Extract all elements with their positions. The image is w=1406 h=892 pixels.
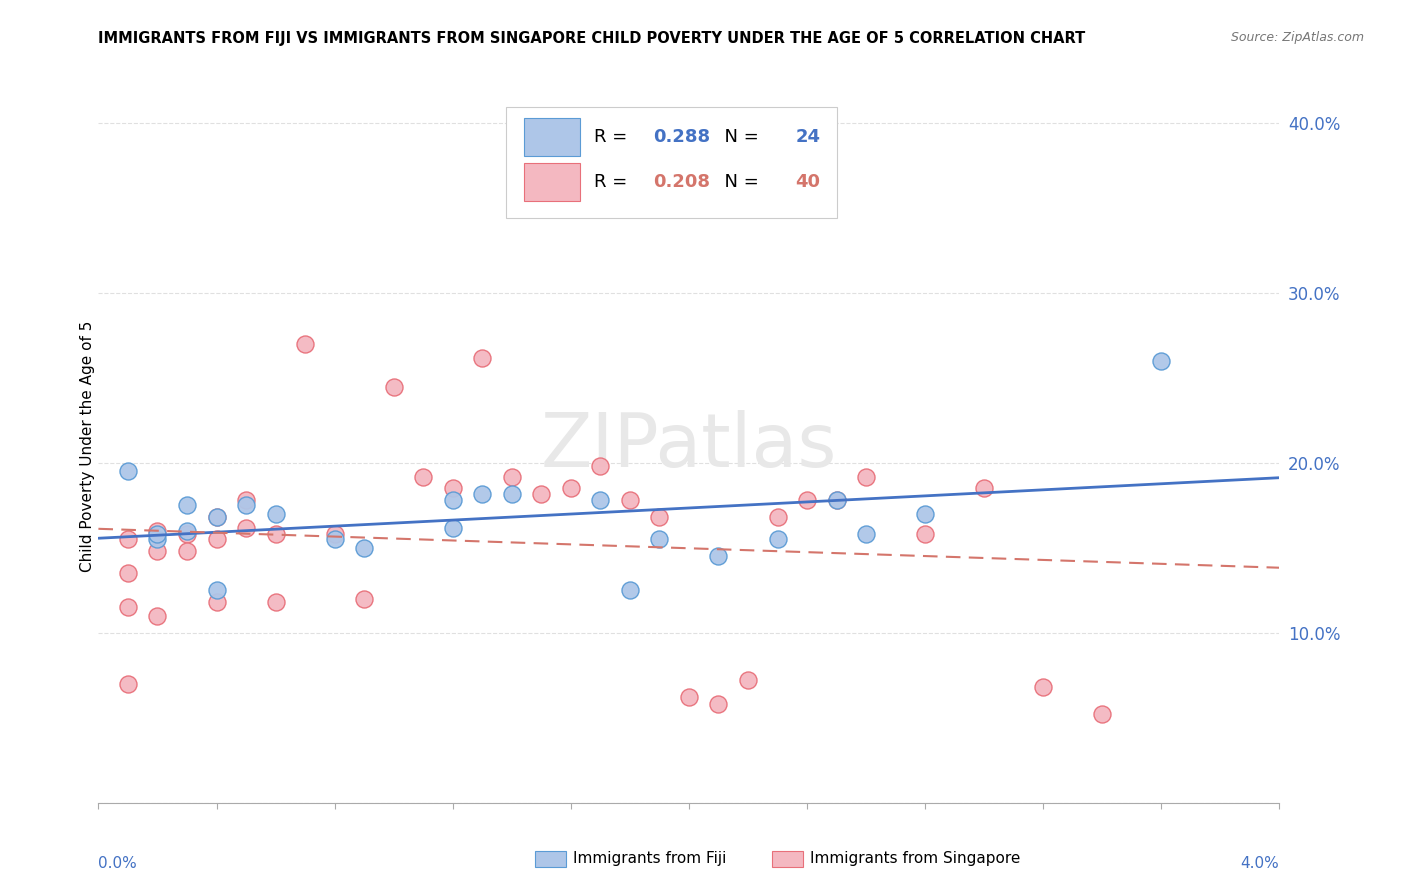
Text: 0.0%: 0.0% (98, 856, 138, 871)
Text: N =: N = (713, 128, 763, 146)
Point (589, 493, 612, 508)
Text: ZIPatlas: ZIPatlas (541, 409, 837, 483)
Text: 24: 24 (796, 128, 820, 146)
Point (855, 469, 877, 483)
Point (471, 486, 494, 500)
Point (235, 520, 257, 534)
Point (825, 493, 848, 508)
Point (471, 351, 494, 365)
Point (914, 507, 936, 521)
Point (146, 524, 169, 538)
Point (619, 493, 641, 508)
Point (176, 527, 198, 541)
Point (117, 677, 139, 691)
Text: Source: ZipAtlas.com: Source: ZipAtlas.com (1230, 31, 1364, 45)
Point (146, 608, 169, 623)
Text: 0.288: 0.288 (654, 128, 710, 146)
Text: IMMIGRANTS FROM FIJI VS IMMIGRANTS FROM SINGAPORE CHILD POVERTY UNDER THE AGE OF: IMMIGRANTS FROM FIJI VS IMMIGRANTS FROM … (98, 31, 1085, 46)
Y-axis label: Child Poverty Under the Age of 5: Child Poverty Under the Age of 5 (80, 320, 94, 572)
Point (560, 482, 582, 496)
Text: 40: 40 (796, 173, 820, 191)
Point (205, 583, 228, 598)
Point (412, 469, 434, 483)
Point (678, 690, 700, 705)
Point (973, 482, 995, 496)
Point (323, 533, 346, 547)
Point (855, 527, 877, 541)
Point (117, 533, 139, 547)
Point (176, 499, 198, 513)
Point (619, 583, 641, 598)
Point (205, 510, 228, 524)
Point (205, 595, 228, 609)
Text: 4.0%: 4.0% (1240, 856, 1279, 871)
Point (441, 482, 464, 496)
Point (707, 549, 730, 564)
Point (766, 510, 789, 524)
FancyBboxPatch shape (506, 107, 837, 218)
Point (264, 527, 287, 541)
Point (205, 533, 228, 547)
Point (353, 541, 375, 555)
Point (737, 673, 759, 688)
Point (264, 507, 287, 521)
Point (441, 520, 464, 534)
Point (205, 510, 228, 524)
Point (796, 493, 818, 508)
Point (501, 469, 523, 483)
Text: R =: R = (595, 128, 634, 146)
Text: N =: N = (713, 173, 763, 191)
Point (353, 591, 375, 606)
Point (146, 527, 169, 541)
Text: Immigrants from Singapore: Immigrants from Singapore (810, 852, 1019, 866)
Point (707, 698, 730, 712)
Point (117, 600, 139, 615)
Point (766, 533, 789, 547)
Text: R =: R = (595, 173, 634, 191)
Point (648, 533, 671, 547)
Point (235, 499, 257, 513)
Point (146, 533, 169, 547)
Point (825, 493, 848, 508)
Point (264, 595, 287, 609)
Point (323, 527, 346, 541)
Point (117, 566, 139, 581)
Bar (523, 119, 581, 155)
Text: 0.208: 0.208 (654, 173, 710, 191)
Point (914, 527, 936, 541)
Point (117, 465, 139, 479)
Point (294, 337, 316, 351)
Point (530, 486, 553, 500)
Point (1032, 680, 1054, 694)
Point (235, 493, 257, 508)
Point (589, 459, 612, 474)
Point (146, 544, 169, 558)
Point (176, 544, 198, 558)
Point (501, 486, 523, 500)
Point (1091, 707, 1114, 722)
Bar (523, 163, 581, 201)
Point (1150, 354, 1173, 368)
Text: Immigrants from Fiji: Immigrants from Fiji (574, 852, 727, 866)
Point (441, 493, 464, 508)
Point (382, 379, 405, 393)
Point (648, 510, 671, 524)
Point (176, 524, 198, 538)
